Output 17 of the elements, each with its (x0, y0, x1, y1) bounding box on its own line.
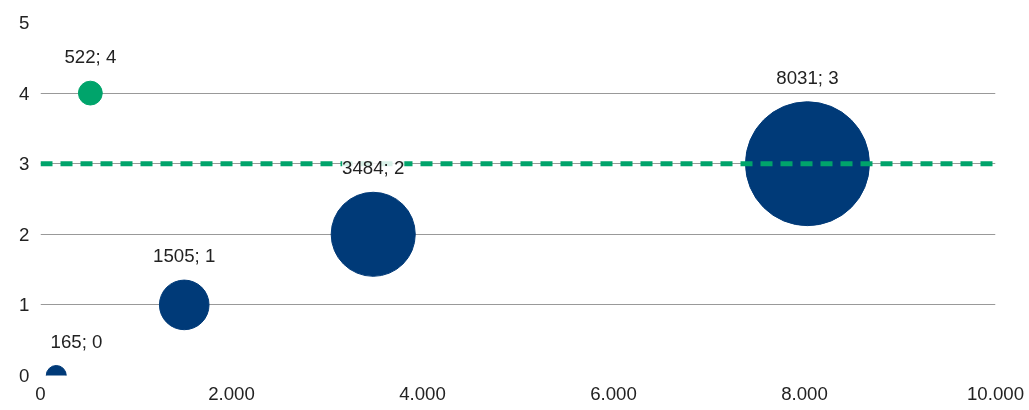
x-tick-label: 8.000 (781, 382, 828, 404)
data-label: 1505; 1 (153, 245, 216, 267)
x-tick-label: 2.000 (208, 382, 255, 404)
y-tick-label: 0 (19, 365, 30, 386)
data-label: 522; 4 (64, 46, 117, 68)
data-label: 3484; 2 (342, 157, 405, 179)
x-tick-label: 10.000 (966, 382, 1025, 404)
data-label: 8031; 3 (776, 66, 839, 88)
x-tick-label: 6.000 (590, 382, 637, 404)
data-label: 165; 0 (50, 330, 103, 352)
y-tick-label: 3 (19, 153, 30, 175)
x-tick-label: 0 (35, 382, 46, 404)
y-tick-label: 1 (19, 294, 30, 316)
y-tick-label: 4 (19, 82, 30, 104)
y-tick-label: 5 (19, 12, 30, 33)
y-tick-label: 2 (19, 223, 30, 245)
x-tick-label: 4.000 (399, 382, 446, 404)
